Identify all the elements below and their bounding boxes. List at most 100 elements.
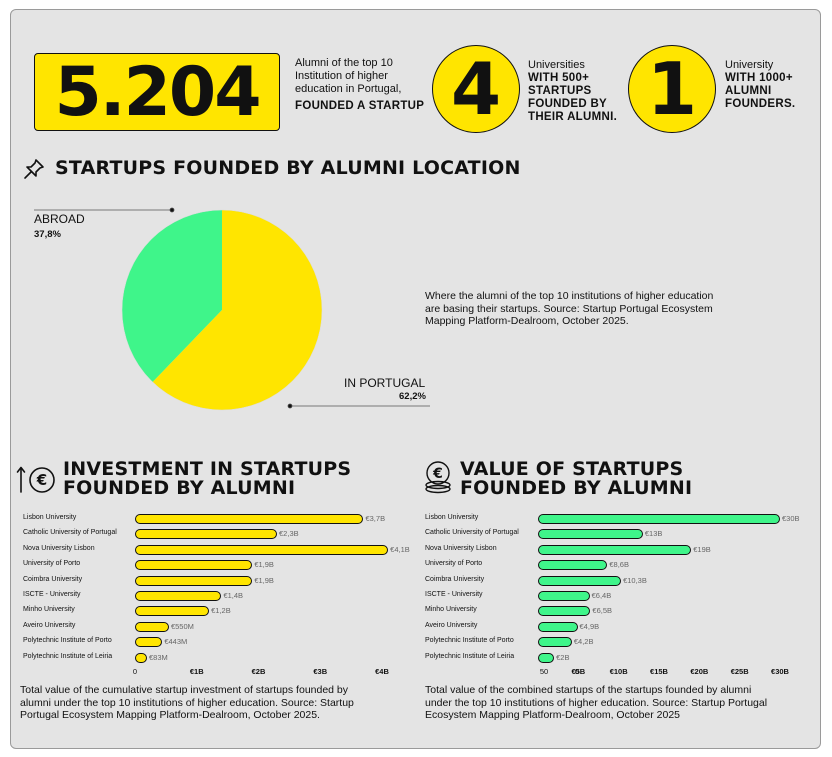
bar-value-label: €1,9B [254,560,274,570]
investment-title-line: INVESTMENT IN STARTUPS [63,458,352,480]
bar-category-label: Catholic University of Portugal [425,529,519,537]
bar-value-label: €6,4B [591,591,612,600]
x-tick-label: €25B [730,667,749,676]
bar [135,575,253,586]
x-tick-label: €15B [650,667,668,676]
bar-value-label: €19B [693,544,711,554]
x-tick-label: €30B [771,667,789,676]
x-tick-label: €3B [313,667,328,676]
bar [538,544,692,555]
x-tick-label: €10B [609,667,628,676]
location-description-line: Where the alumni of the top 10 instituti… [425,290,714,302]
bar-value-label: €1,2B [211,606,231,616]
bar [135,544,389,555]
bar-value-label: €1,9B [254,575,274,585]
bar [135,606,210,617]
valuation-title-line: VALUE OF STARTUPS [460,458,684,480]
alumni-count-box: 5.204 [34,52,280,132]
universities-text: Universities [528,59,585,71]
bar-category-label: Polytechnic Institute of Leiria [23,652,113,660]
bar-value-label: €4,2B [573,637,594,647]
bar-value-label: €10,3B [623,575,647,585]
x-tick-label: €20B [690,667,709,676]
investment-caption: Total value of the cumulative startup in… [20,684,354,722]
location-description-line: are basing their startups. Source: Start… [425,302,713,315]
valuation-title-line: FOUNDED BY ALUMNI [460,477,693,499]
location-title: STARTUPS FOUNDED BY ALUMNI LOCATION [55,157,521,179]
bar-category-label: Aveiro University [23,621,76,629]
alumni-count: 5.204 [54,52,261,132]
bar [135,560,253,571]
bar-category-label: Minho University [425,606,477,614]
bar-category-label: Polytechnic Institute of Leiria [425,652,515,660]
alumni-description: Alumni of the top 10 Institution of high… [295,57,424,113]
bar-value-label: €2B [556,652,570,662]
pie-slice-abroad [121,210,222,383]
bar [538,575,622,586]
valuation-caption: Total value of the combined startups of … [425,684,767,722]
bar [135,621,169,632]
arrow-up-euro-icon: € [16,466,55,493]
bar-category-label: Coimbra University [425,575,485,583]
x-tick-label: €2B [251,667,266,676]
location-description-line: Mapping Platform-Dealroom, October 2025. [425,315,629,327]
bar-category-label: Nova University Lisbon [425,544,497,552]
pie-label-portugal: IN PORTUGAL [344,376,426,390]
bar [538,652,555,663]
bar [538,560,608,571]
pie-leader-dot [287,403,293,409]
pushpin-icon [24,159,44,179]
bar-category-label: Nova University Lisbon [23,544,95,552]
investment-caption-line: alumni under the top 10 institutions of … [20,696,354,709]
valuation-title: VALUE OF STARTUPS FOUNDED BY ALUMNI [460,460,692,498]
bar [135,529,278,540]
bar-value-label: €2,3B [279,529,299,539]
bar-value-label: €1,4B [223,591,244,600]
university-count-circle: 1 [628,45,716,133]
university-bold-line: ALUMNI [725,85,772,97]
bar-value-label: €4,1B [390,544,410,554]
valuation-caption-line: Total value of the combined startups of … [425,684,752,696]
bar [538,529,643,540]
euro-coins-icon: € [425,461,451,494]
investment-caption-line: Portugal Ecosystem Mapping Platform-Deal… [20,709,320,721]
bar [135,514,364,524]
x-tick-label: 0 [132,667,138,676]
alumni-text-line: education in Portugal, [295,83,402,95]
bar-category-label: ISCTE - University [425,591,483,598]
alumni-text-line: Institution of higher [295,70,388,82]
bar-value-label: €4,9B [579,621,600,631]
valuation-caption-line: Ecosystem Mapping Platform-Dealroom, Oct… [425,709,681,721]
bar-value-label: €443M [164,637,188,647]
bar [538,637,572,648]
bar [538,621,578,632]
universities-description: Universities WITH 500+ STARTUPS FOUNDED … [528,59,617,124]
pie-value-portugal: 62,2% [399,391,426,402]
universities-count-circle: 4 [432,45,520,133]
bar-value-label: €3,7B [365,514,386,523]
bar [538,514,780,524]
universities-bold-line: STARTUPS [528,85,592,97]
pie-slice-in-portugal [152,210,322,410]
bar-category-label: University of Porto [425,560,483,568]
bar [135,591,222,601]
bar-category-label: Catholic University of Portugal [23,529,117,537]
bar-category-label: Minho University [23,606,75,614]
bar-category-label: ISCTE - University [23,591,81,598]
university-bold-line: FOUNDERS. [725,98,796,110]
universities-count: 4 [450,47,502,131]
x-tick-label: €4B [375,667,389,676]
svg-text:€: € [432,466,443,482]
bar-value-label: €30B [782,514,800,523]
bar-category-label: Lisbon University [23,514,77,521]
bar-category-label: Polytechnic Institute of Porto [23,637,112,645]
bar-value-label: €13B [644,529,663,539]
bar-value-label: €6,5B [592,606,613,616]
investment-title: INVESTMENT IN STARTUPS FOUNDED BY ALUMNI [63,460,351,498]
investment-caption-line: Total value of the cumulative startup in… [20,684,349,696]
universities-bold-line: FOUNDED BY [528,98,608,110]
bar-category-label: University of Porto [23,560,81,568]
bar-value-label: €8,6B [609,560,629,570]
alumni-bold-text: FOUNDED A STARTUP [295,100,425,112]
bar [135,652,147,663]
